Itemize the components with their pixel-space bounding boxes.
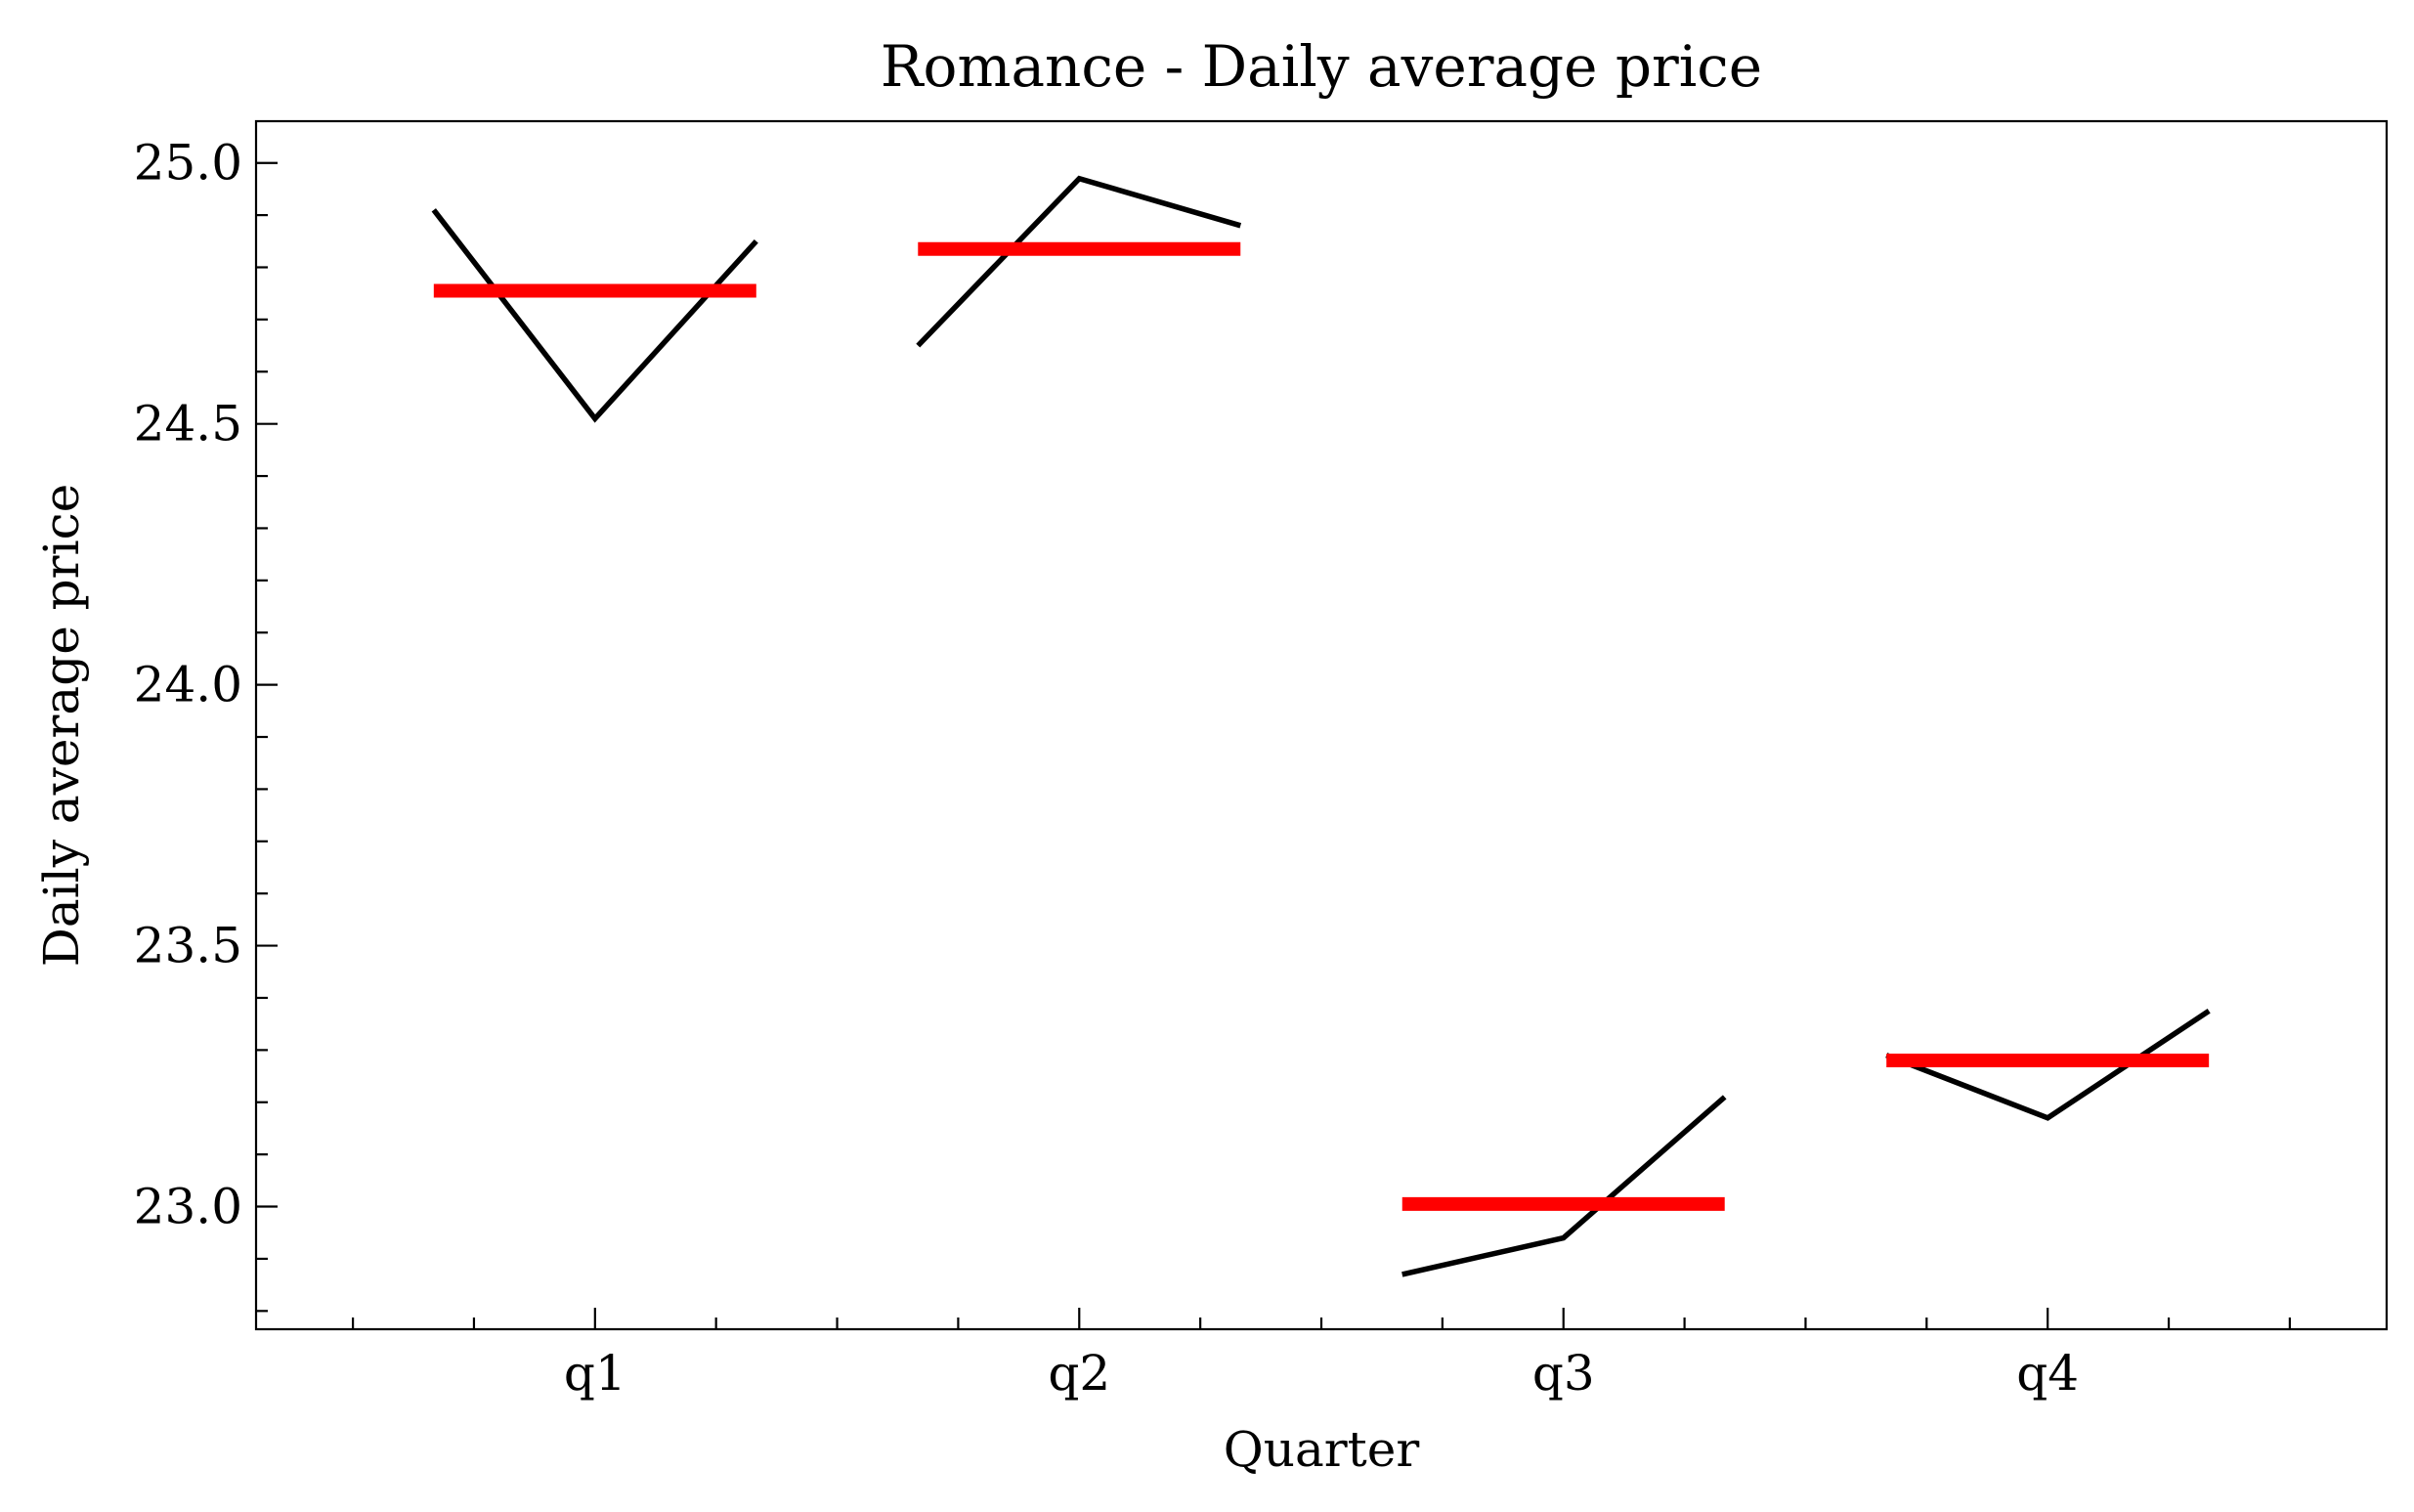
plot-area: [431, 175, 2211, 1277]
price-line-q2: [916, 175, 1242, 348]
x-tick-label: q3: [1532, 1345, 1595, 1402]
x-tick-label: q2: [1048, 1345, 1110, 1402]
y-tick-label: 24.5: [134, 396, 242, 453]
price-line-q1: [431, 208, 758, 423]
x-axis: q1 q2 q3 q4: [351, 1308, 2292, 1402]
y-axis: 23.0 23.5 24.0 24.5 25.0: [134, 135, 278, 1313]
price-line-q3: [1401, 1095, 1727, 1277]
y-tick-label: 24.0: [134, 657, 242, 713]
x-tick-label: q4: [2016, 1345, 2079, 1402]
chart-title: Romance - Daily average price: [881, 33, 1762, 100]
x-tick-label: q1: [564, 1345, 626, 1402]
price-line-q4: [1885, 1009, 2211, 1121]
y-tick-label: 25.0: [134, 135, 242, 192]
y-tick-label: 23.5: [134, 918, 242, 974]
y-axis-label: Daily average price: [33, 484, 90, 967]
plot-frame: [254, 119, 2389, 1331]
y-tick-label: 23.0: [134, 1179, 242, 1235]
x-axis-label: Quarter: [1224, 1421, 1420, 1478]
